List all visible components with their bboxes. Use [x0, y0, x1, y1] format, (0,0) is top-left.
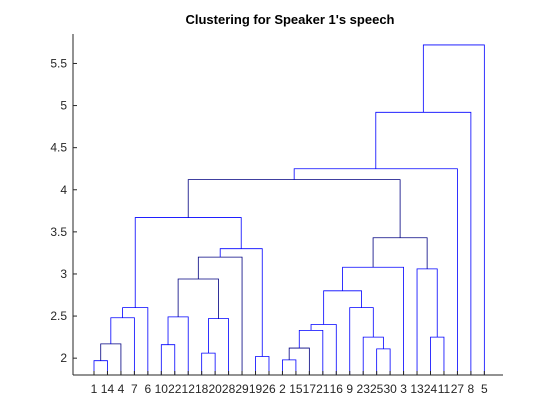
dendrogram-link [201, 352, 216, 375]
y-tick-label: 3 [60, 267, 67, 281]
leaf-label: 8 [468, 382, 475, 396]
y-tick-label: 5.5 [50, 56, 67, 70]
leaf-label: 19 [249, 382, 263, 396]
y-tick-label: 4.5 [50, 141, 67, 155]
leaf-label: 28 [222, 382, 236, 396]
leaf-label: 3 [400, 382, 407, 396]
leaf-label: 23 [357, 382, 371, 396]
dendrogram-link [122, 307, 149, 375]
dendrogram-link [219, 248, 263, 357]
y-tick-label: 3.5 [50, 225, 67, 239]
dendrogram-link [134, 217, 242, 308]
dendrogram-link [372, 237, 428, 269]
dendrogram-link [375, 111, 472, 375]
leaf-label: 5 [481, 382, 488, 396]
dendrogram-link [310, 324, 337, 375]
leaf-label: 6 [144, 382, 151, 396]
dendrogram-link [255, 356, 270, 375]
y-tick-label: 2 [60, 351, 67, 365]
dendrogram-link [416, 268, 438, 375]
leaf-label: 20 [208, 382, 222, 396]
leaf-labels: 1 14 4 7 6 10 22 12 18 20 28 29 19 26 2 15 17 21 16 9 23 25 30… [91, 371, 488, 396]
leaf-label: 14 [101, 382, 115, 396]
dendrogram-link [110, 317, 135, 375]
y-tick-label: 2.5 [50, 309, 67, 323]
dendrogram-links [93, 44, 485, 375]
dendrogram-link [349, 307, 374, 375]
dendrogram-link [430, 336, 445, 375]
leaf-label: 21 [316, 382, 330, 396]
leaf-label: 1 [91, 382, 98, 396]
leaf-label: 30 [383, 382, 397, 396]
dendrogram-link [160, 344, 176, 375]
leaf-label: 29 [235, 382, 249, 396]
dendrogram-link [422, 44, 485, 375]
dendrogram-link [293, 168, 458, 375]
leaf-label: 24 [424, 382, 438, 396]
leaf-label: 2 [279, 382, 286, 396]
dendrogram-link [362, 336, 384, 375]
dendrogram-link [208, 318, 229, 375]
leaf-label: 27 [451, 382, 465, 396]
leaf-label: 11 [438, 382, 451, 396]
leaf-label: 10 [155, 382, 169, 396]
leaf-label: 13 [410, 382, 424, 396]
leaf-label: 12 [182, 382, 196, 396]
leaf-label: 9 [346, 382, 353, 396]
leaf-label: 18 [195, 382, 209, 396]
leaf-label: 22 [168, 382, 182, 396]
dendrogram-link [167, 316, 189, 375]
dendrogram-link [187, 179, 401, 238]
leaf-label: 4 [118, 382, 125, 396]
dendrogram-link [298, 329, 324, 375]
leaf-label: 25 [370, 382, 384, 396]
dendrogram-link [376, 348, 391, 375]
dendrogram-link [282, 359, 297, 375]
leaf-label: 15 [289, 382, 303, 396]
dendrogram-link [197, 256, 243, 375]
y-tick-label: 5 [60, 99, 67, 113]
y-axis-ticks: 2 2.5 3 3.5 4 4.5 5 5.5 [50, 56, 77, 365]
leaf-label: 16 [330, 382, 344, 396]
dendrogram-link [177, 278, 219, 319]
leaf-label: 26 [262, 382, 276, 396]
dendrogram-link [100, 343, 122, 375]
y-tick-label: 4 [60, 183, 67, 197]
dendrogram-link [93, 360, 108, 375]
leaf-label: 17 [303, 382, 317, 396]
leaf-label: 7 [131, 382, 138, 396]
dendrogram-link [288, 347, 310, 375]
chart-title: Clustering for Speaker 1's speech [185, 12, 394, 27]
axes [72, 34, 503, 376]
